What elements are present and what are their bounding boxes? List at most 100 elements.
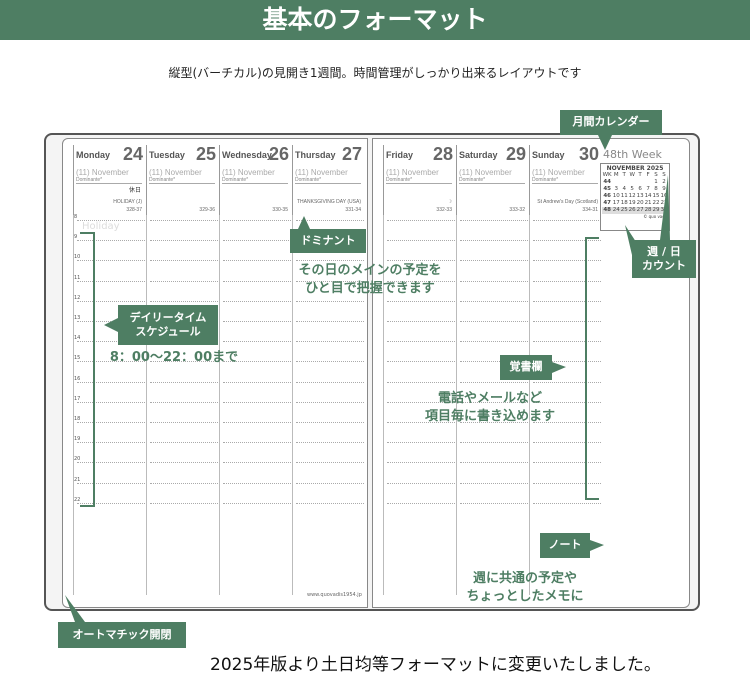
dominante-field[interactable]: Dominante* — [149, 177, 215, 184]
hour-line[interactable] — [223, 442, 291, 444]
hour-line[interactable] — [77, 300, 145, 302]
hour-line[interactable] — [223, 381, 291, 383]
hour-line[interactable] — [150, 240, 218, 242]
hour-line[interactable] — [296, 361, 364, 363]
hour-line[interactable] — [223, 321, 291, 322]
hour-line[interactable] — [533, 462, 601, 464]
dominante-field[interactable]: Dominante* — [222, 177, 288, 184]
hour-line[interactable] — [460, 502, 528, 504]
hour-line[interactable] — [77, 502, 145, 504]
hour-line[interactable] — [387, 442, 455, 444]
hour-line[interactable] — [533, 502, 601, 504]
hour-line[interactable] — [223, 220, 291, 221]
hour-line[interactable] — [460, 220, 528, 221]
hour-line[interactable] — [533, 442, 601, 444]
hour-line[interactable] — [77, 442, 145, 444]
hour-line[interactable] — [223, 240, 291, 242]
hour-line[interactable] — [387, 240, 455, 242]
hour-line[interactable] — [533, 321, 601, 322]
hour-line[interactable] — [460, 381, 528, 383]
hour-line[interactable] — [460, 300, 528, 302]
hour-line[interactable] — [387, 502, 455, 504]
dominante-field[interactable]: Dominante* — [459, 177, 525, 184]
hour-line[interactable] — [77, 462, 145, 464]
dominante-field[interactable]: Dominante* — [295, 177, 361, 184]
hour-line[interactable] — [533, 401, 601, 403]
hour-line[interactable] — [150, 482, 218, 484]
hour-line[interactable] — [296, 462, 364, 464]
hour-line[interactable] — [533, 220, 601, 221]
hour-line[interactable] — [150, 361, 218, 363]
hour-line[interactable] — [533, 300, 601, 302]
hour-line[interactable] — [460, 442, 528, 444]
hour-line[interactable] — [150, 280, 218, 282]
hour-line[interactable] — [296, 482, 364, 484]
hour-line[interactable] — [387, 482, 455, 484]
hour-line[interactable] — [223, 300, 291, 302]
hour-line[interactable] — [533, 381, 601, 383]
dominante-field[interactable]: Dominante* — [76, 177, 142, 184]
hour-line[interactable] — [460, 341, 528, 343]
hour-line[interactable] — [296, 502, 364, 504]
hour-line[interactable] — [533, 341, 601, 343]
hour-line[interactable] — [150, 381, 218, 383]
hour-line[interactable] — [533, 240, 601, 242]
hour-line[interactable] — [77, 280, 145, 282]
hour-line[interactable] — [223, 401, 291, 403]
dominante-field[interactable]: Dominante* — [532, 177, 598, 184]
hour-line[interactable] — [296, 381, 364, 383]
hour-line[interactable] — [387, 300, 455, 302]
hour-line[interactable] — [296, 341, 364, 343]
hour-line[interactable] — [460, 361, 528, 363]
hour-line[interactable] — [223, 341, 291, 343]
hour-line[interactable] — [223, 462, 291, 464]
hour-line[interactable] — [296, 442, 364, 444]
hour-line[interactable] — [533, 482, 601, 484]
hour-line[interactable] — [387, 462, 455, 464]
hour-line[interactable] — [387, 401, 455, 403]
hour-line[interactable] — [150, 442, 218, 444]
hour-line[interactable] — [77, 482, 145, 484]
hour-line[interactable] — [223, 482, 291, 484]
hour-line[interactable] — [387, 260, 455, 262]
hour-line[interactable] — [460, 462, 528, 464]
hour-line[interactable] — [150, 300, 218, 302]
hour-line[interactable] — [223, 280, 291, 282]
hour-line[interactable] — [387, 381, 455, 383]
hour-line[interactable] — [460, 260, 528, 262]
hour-line[interactable] — [533, 260, 601, 262]
hour-line[interactable] — [387, 361, 455, 363]
hour-line[interactable] — [460, 401, 528, 403]
hour-line[interactable] — [460, 280, 528, 282]
hour-line[interactable] — [387, 321, 455, 322]
hour-line[interactable] — [77, 422, 145, 423]
hour-line[interactable] — [387, 341, 455, 343]
hour-line[interactable] — [460, 482, 528, 484]
hour-line[interactable] — [223, 422, 291, 423]
hour-line[interactable] — [296, 220, 364, 221]
hour-line[interactable] — [460, 321, 528, 322]
hour-line[interactable] — [296, 300, 364, 302]
hour-line[interactable] — [223, 260, 291, 262]
hour-line[interactable] — [387, 280, 455, 282]
hour-line[interactable] — [77, 361, 145, 363]
hour-line[interactable] — [77, 341, 145, 343]
hour-line[interactable] — [296, 321, 364, 322]
hour-line[interactable] — [77, 401, 145, 403]
hour-line[interactable] — [77, 240, 145, 242]
hour-line[interactable] — [533, 280, 601, 282]
hour-line[interactable] — [387, 220, 455, 221]
hour-line[interactable] — [296, 422, 364, 423]
hour-line[interactable] — [533, 361, 601, 363]
hour-line[interactable] — [150, 260, 218, 262]
hour-line[interactable] — [460, 422, 528, 423]
hour-line[interactable] — [150, 220, 218, 221]
hour-line[interactable] — [77, 220, 145, 221]
hour-line[interactable] — [150, 422, 218, 423]
hour-line[interactable] — [223, 361, 291, 363]
hour-line[interactable] — [296, 401, 364, 403]
hour-line[interactable] — [223, 502, 291, 504]
hour-line[interactable] — [296, 280, 364, 282]
hour-line[interactable] — [77, 381, 145, 383]
dominante-field[interactable]: Dominante* — [386, 177, 452, 184]
